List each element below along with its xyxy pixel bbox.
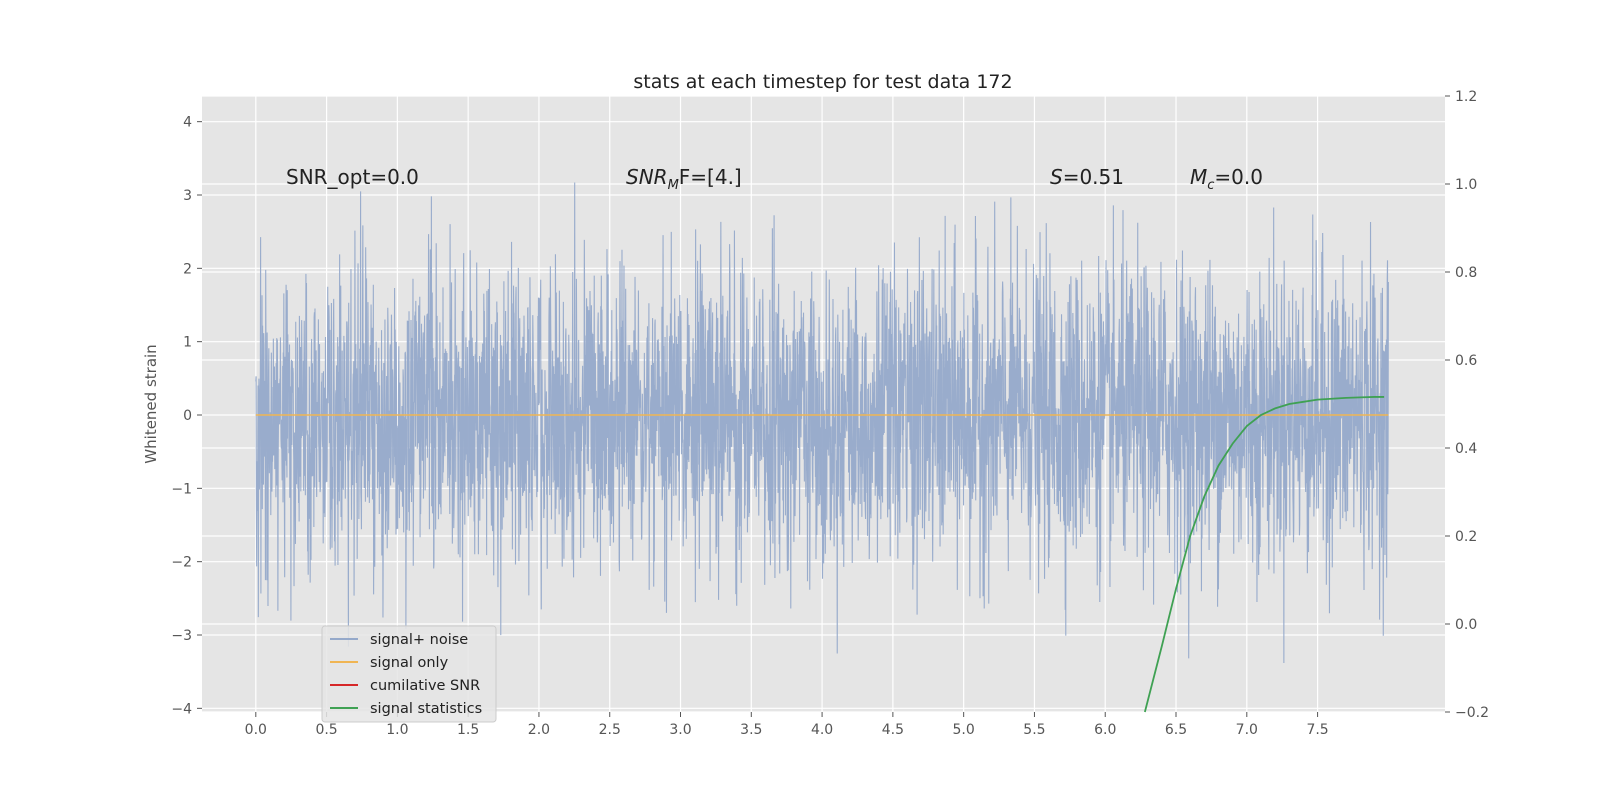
y2-tick-label: 1.2 xyxy=(1455,89,1477,105)
y-tick-label: 0 xyxy=(183,408,192,424)
x-tick-label: 0.5 xyxy=(315,722,337,738)
y2-tick-label: 0.0 xyxy=(1455,617,1477,633)
annotation-snr-mf: SNRMF=[4.] xyxy=(626,165,742,193)
x-tick-label: 4.5 xyxy=(882,722,904,738)
legend-box xyxy=(321,625,497,723)
y-tick-label: −1 xyxy=(171,481,192,497)
x-tick-label: 6.0 xyxy=(1094,722,1116,738)
y-axis-right: 1.2 1.0 0.8 0.6 0.4 0.2 0.0 −0.2 xyxy=(1445,89,1489,721)
x-tick-label: 4.0 xyxy=(811,722,833,738)
y-tick-label: −3 xyxy=(171,628,192,644)
x-tick-label: 3.5 xyxy=(740,722,762,738)
y2-tick-label: 0.6 xyxy=(1455,353,1477,369)
chart-title: stats at each timestep for test data 172 xyxy=(633,71,1012,93)
x-tick-label: 5.5 xyxy=(1023,722,1045,738)
annotation-s: S=0.51 xyxy=(1050,165,1124,189)
series-signal-statistics-line xyxy=(1143,396,1385,713)
x-tick-label: 7.0 xyxy=(1236,722,1258,738)
x-axis: 0.0 0.5 1.0 1.5 2.0 2.5 3.0 3.5 4.0 4.5 5.0 5.5 6.0 6… xyxy=(245,712,1329,738)
x-tick-label: 0.0 xyxy=(245,722,267,738)
y2-tick-label: −0.2 xyxy=(1455,705,1489,721)
x-tick-label: 6.5 xyxy=(1165,722,1187,738)
series-group xyxy=(255,396,1389,713)
y-tick-label: 1 xyxy=(183,335,192,351)
y2-tick-label: 1.0 xyxy=(1455,177,1477,193)
noise-series-group xyxy=(255,182,1389,664)
legend-label-cumulative-snr: cumilative SNR xyxy=(370,678,480,694)
legend-label-signal-noise: signal+ noise xyxy=(370,632,468,648)
x-tick-label: 2.5 xyxy=(599,722,621,738)
y-tick-label: −4 xyxy=(171,701,192,717)
x-tick-label: 3.0 xyxy=(669,722,691,738)
x-tick-label: 1.5 xyxy=(457,722,479,738)
legend: signal+ noise signal only cumilative SNR… xyxy=(321,625,497,723)
y-tick-label: 3 xyxy=(183,188,192,204)
x-tick-label: 2.0 xyxy=(528,722,550,738)
series-signal-noise-line xyxy=(255,182,1389,664)
y2-tick-label: 0.8 xyxy=(1455,265,1477,281)
y2-tick-label: 0.4 xyxy=(1455,441,1477,457)
x-tick-label: 5.0 xyxy=(953,722,975,738)
y-tick-label: −2 xyxy=(171,555,192,571)
annotation-mc: Mc=0.0 xyxy=(1190,165,1263,193)
y-axis-label: Whitened strain xyxy=(142,344,160,463)
legend-label-signal-only: signal only xyxy=(370,655,449,671)
x-tick-label: 7.5 xyxy=(1306,722,1328,738)
y-tick-label: 2 xyxy=(183,261,192,277)
y-tick-label: 4 xyxy=(183,115,192,131)
x-tick-label: 1.0 xyxy=(386,722,408,738)
y2-tick-label: 0.2 xyxy=(1455,529,1477,545)
legend-label-signal-statistics: signal statistics xyxy=(370,701,482,717)
annotation-snr-opt: SNR_opt=0.0 xyxy=(286,165,419,189)
y-axis-left: 4 3 2 1 0 −1 −2 −3 −4 xyxy=(171,115,202,717)
